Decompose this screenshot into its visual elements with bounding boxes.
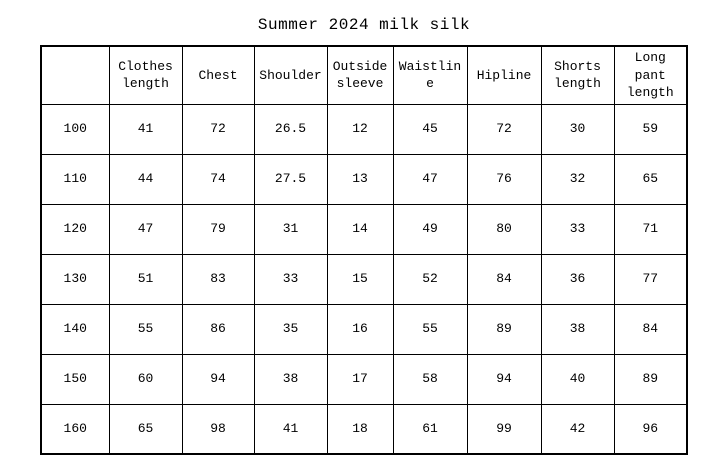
value-cell: 17 [326,353,394,405]
column-header: Chest [181,45,255,105]
table-row: 140 55 86 35 16 55 89 38 84 [40,303,688,355]
value-cell: 94 [181,353,255,405]
size-cell: 110 [40,153,110,205]
value-cell: 18 [326,403,394,455]
value-cell: 45 [392,103,468,155]
value-cell: 89 [613,353,688,405]
size-cell: 150 [40,353,110,405]
page-title: Summer 2024 milk silk [257,16,471,34]
column-header: Clothes length [108,45,183,105]
value-cell: 72 [181,103,255,155]
size-chart-table: Clothes length Chest Shoulder Outside sleev… [40,45,688,456]
value-cell: 33 [540,203,615,255]
column-header: Shoulder [253,45,328,105]
value-cell: 41 [253,403,328,455]
table-row: 110 44 74 27.5 13 47 76 32 65 [40,153,688,205]
value-cell: 32 [540,153,615,205]
size-chart-body: 100 41 72 26.5 12 45 72 30 59 110 44 74 27.5 13 47 76 32… [40,103,688,455]
value-cell: 36 [540,253,615,305]
value-cell: 76 [466,153,542,205]
value-cell: 38 [253,353,328,405]
value-cell: 55 [392,303,468,355]
value-cell: 83 [181,253,255,305]
value-cell: 96 [613,403,688,455]
value-cell: 47 [392,153,468,205]
value-cell: 84 [613,303,688,355]
value-cell: 99 [466,403,542,455]
value-cell: 74 [181,153,255,205]
value-cell: 59 [613,103,688,155]
value-cell: 60 [108,353,183,405]
size-cell: 100 [40,103,110,155]
value-cell: 79 [181,203,255,255]
value-cell: 65 [108,403,183,455]
value-cell: 72 [466,103,542,155]
size-cell: 120 [40,203,110,255]
size-chart-header: Clothes length Chest Shoulder Outside sleev… [40,45,688,105]
column-header: Shorts length [540,45,615,105]
value-cell: 40 [540,353,615,405]
table-row: 150 60 94 38 17 58 94 40 89 [40,353,688,405]
value-cell: 15 [326,253,394,305]
value-cell: 55 [108,303,183,355]
value-cell: 44 [108,153,183,205]
column-header: Waistline [392,45,468,105]
column-header: Long pant length [613,45,688,105]
value-cell: 58 [392,353,468,405]
value-cell: 61 [392,403,468,455]
value-cell: 27.5 [253,153,328,205]
value-cell: 16 [326,303,394,355]
size-cell: 140 [40,303,110,355]
value-cell: 52 [392,253,468,305]
value-cell: 30 [540,103,615,155]
value-cell: 51 [108,253,183,305]
value-cell: 42 [540,403,615,455]
table-row: 130 51 83 33 15 52 84 36 77 [40,253,688,305]
value-cell: 41 [108,103,183,155]
value-cell: 84 [466,253,542,305]
size-cell: 130 [40,253,110,305]
value-cell: 47 [108,203,183,255]
value-cell: 65 [613,153,688,205]
value-cell: 12 [326,103,394,155]
value-cell: 77 [613,253,688,305]
value-cell: 26.5 [253,103,328,155]
size-cell: 160 [40,403,110,455]
header-row: Clothes length Chest Shoulder Outside sleev… [40,45,688,105]
table-row: 160 65 98 41 18 61 99 42 96 [40,403,688,455]
value-cell: 94 [466,353,542,405]
value-cell: 98 [181,403,255,455]
table-row: 120 47 79 31 14 49 80 33 71 [40,203,688,255]
value-cell: 80 [466,203,542,255]
column-header: Hipline [466,45,542,105]
value-cell: 89 [466,303,542,355]
value-cell: 35 [253,303,328,355]
value-cell: 49 [392,203,468,255]
value-cell: 13 [326,153,394,205]
value-cell: 31 [253,203,328,255]
value-cell: 38 [540,303,615,355]
value-cell: 14 [326,203,394,255]
value-cell: 86 [181,303,255,355]
value-cell: 33 [253,253,328,305]
table-row: 100 41 72 26.5 12 45 72 30 59 [40,103,688,155]
value-cell: 71 [613,203,688,255]
size-column-header [40,45,110,105]
column-header: Outside sleeve [326,45,394,105]
